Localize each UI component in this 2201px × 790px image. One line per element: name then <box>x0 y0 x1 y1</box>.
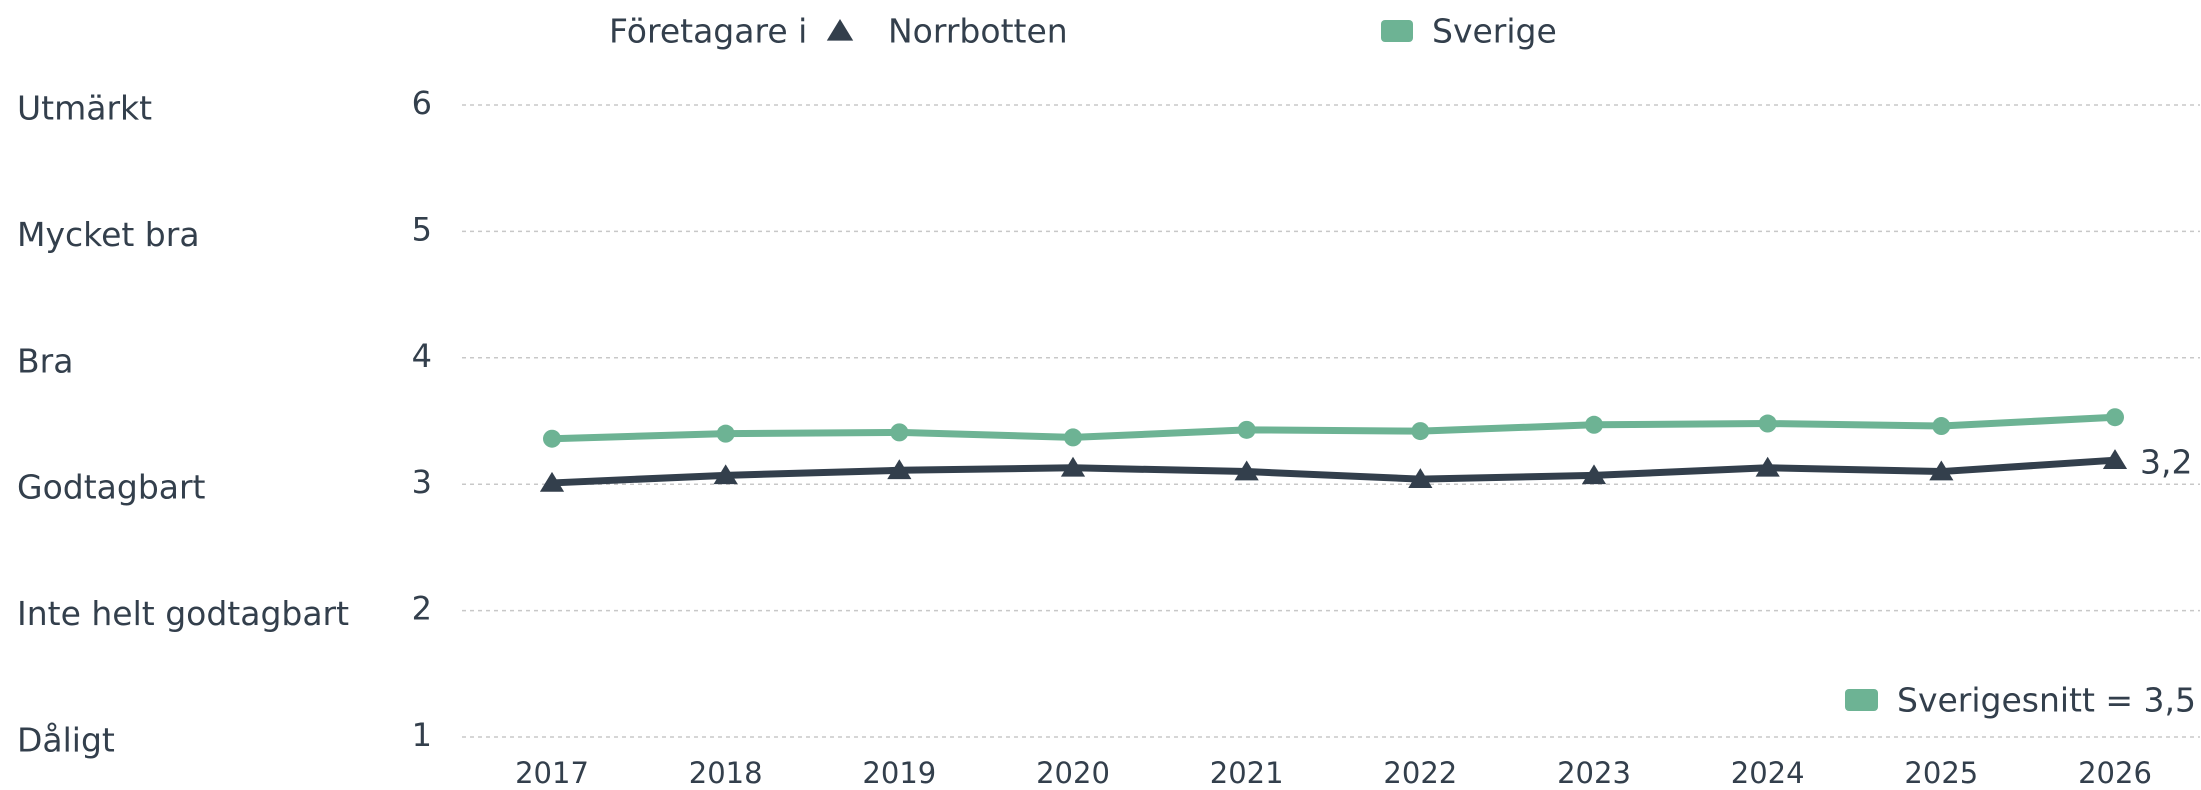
point-marker <box>1237 420 1256 439</box>
x-tick-label: 2019 <box>862 756 936 790</box>
point-marker <box>2106 408 2124 427</box>
x-tick-label: 2022 <box>1383 756 1457 790</box>
point-marker <box>1581 464 1607 485</box>
y-tick-label: 1 <box>412 716 432 754</box>
y-tick-label: 3 <box>412 463 432 501</box>
point-marker <box>1758 414 1777 433</box>
annotation: Sverigesnitt = 3,5 <box>1897 681 2196 720</box>
point-marker <box>1755 456 1780 477</box>
point-marker <box>713 464 738 485</box>
x-tick-label: 2020 <box>1036 756 1110 790</box>
legend-label: Norrbotten <box>888 12 1068 51</box>
point-marker <box>539 471 565 492</box>
y-tick-label: 6 <box>412 84 432 122</box>
x-tick-label: 2017 <box>515 756 589 790</box>
x-tick-label: 2021 <box>1210 756 1284 790</box>
y-tick-label: 4 <box>412 337 432 375</box>
legend-label: Sverige <box>1432 12 1557 51</box>
point-marker <box>1064 428 1082 447</box>
x-tick-label: 2026 <box>2078 756 2152 790</box>
legend-title: Företagare i <box>609 12 807 51</box>
x-tick-label: 2023 <box>1557 756 1631 790</box>
point-marker <box>1585 415 1603 434</box>
point-marker <box>1411 422 1430 441</box>
value-label: 3,2 <box>2140 443 2192 482</box>
point-marker <box>890 423 909 442</box>
point-marker <box>1932 417 1951 436</box>
y-tick-label: 5 <box>412 210 432 248</box>
point-marker <box>716 424 735 443</box>
y-rating-label: Dåligt <box>17 721 115 760</box>
series-line <box>551 456 2116 487</box>
legend-marker <box>826 19 854 41</box>
y-rating-label: Godtagbart <box>17 468 206 507</box>
point-marker <box>543 429 561 448</box>
point-marker <box>1060 456 1086 477</box>
point-marker <box>1408 468 1433 488</box>
y-rating-label: Bra <box>17 341 73 380</box>
annotation-marker <box>1845 689 1878 711</box>
series-line <box>551 413 2116 443</box>
legend-marker <box>1381 20 1413 42</box>
y-rating-label: Mycket bra <box>17 215 200 254</box>
y-tick-label: 2 <box>412 590 432 628</box>
x-tick-label: 2025 <box>1904 756 1978 790</box>
x-tick-label: 2024 <box>1731 756 1805 790</box>
x-tick-label: 2018 <box>689 756 763 790</box>
point-marker <box>2102 449 2128 469</box>
point-marker <box>1929 460 1954 481</box>
y-rating-label: Utmärkt <box>17 89 152 128</box>
point-marker <box>887 459 912 480</box>
point-marker <box>1234 460 1259 481</box>
y-rating-label: Inte helt godtagbart <box>17 594 349 633</box>
